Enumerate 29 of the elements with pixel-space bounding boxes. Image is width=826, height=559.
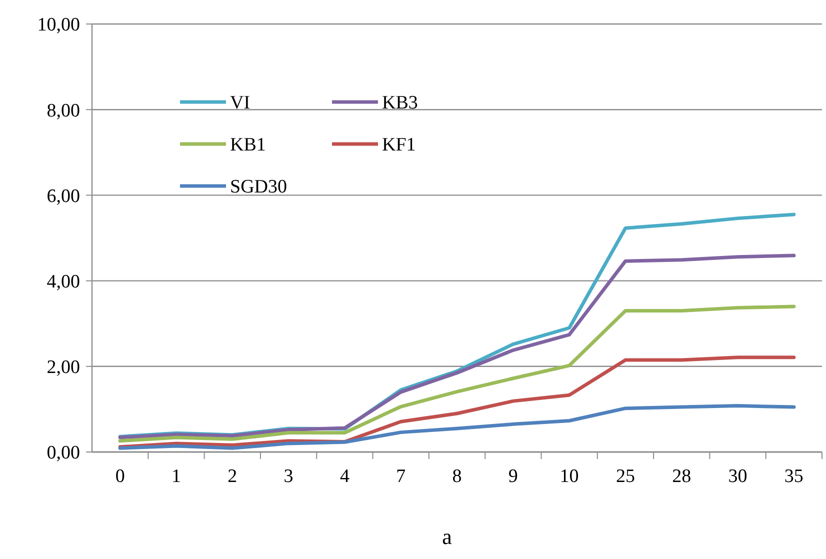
x-tick-label: 4 [340, 466, 350, 487]
line-series [118, 356, 796, 449]
y-tick-label: 8,00 [46, 100, 80, 122]
x-tick-label: 25 [616, 466, 635, 487]
x-tick-label: 28 [672, 466, 692, 487]
x-tick-label: 7 [396, 466, 406, 487]
y-tick-label: 6,00 [46, 186, 80, 207]
legend-label: KB1 [230, 134, 266, 156]
line-series [118, 254, 796, 440]
legend-label: KF1 [382, 134, 416, 156]
line-series [118, 304, 796, 443]
y-tick-label: 10,00 [37, 14, 80, 36]
x-tick-label: 8 [452, 466, 462, 487]
y-tick-label: 4,00 [46, 271, 80, 292]
legend-label: KB3 [382, 92, 418, 114]
x-tick-label: 1 [171, 466, 181, 487]
x-tick-label: 35 [784, 466, 804, 487]
x-tick-label: 30 [728, 466, 748, 487]
x-tick-label: 2 [228, 466, 238, 487]
x-tick-label: 10 [560, 466, 579, 487]
x-tick-label: 9 [508, 466, 518, 487]
x-tick-label: 3 [284, 466, 294, 487]
x-axis-title: a [442, 524, 452, 549]
y-tick-label: 2,00 [46, 357, 80, 378]
legend-label: SGD30 [230, 176, 288, 198]
legend-label: VI [230, 92, 250, 114]
x-tick-label: 0 [115, 466, 125, 487]
y-tick-label: 0,00 [46, 442, 80, 464]
line-series [118, 404, 796, 450]
